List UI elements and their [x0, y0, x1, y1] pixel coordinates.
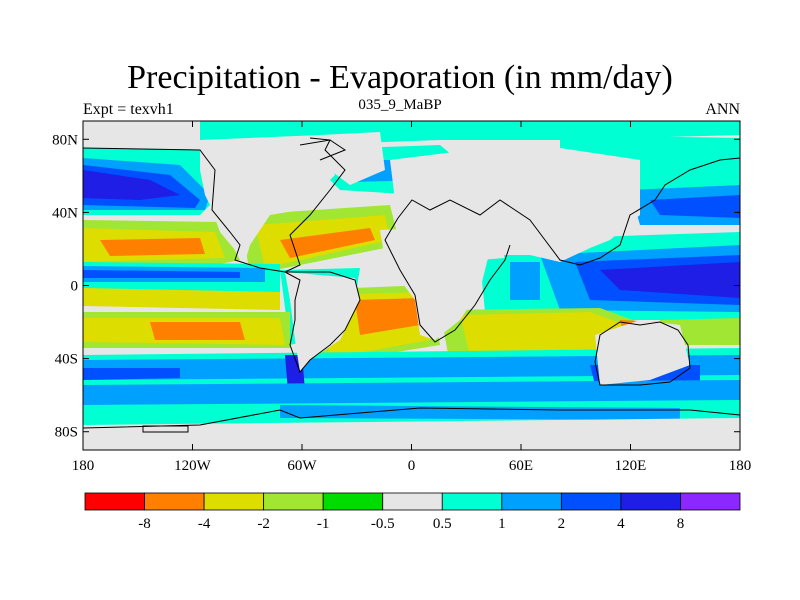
colorbar-label: -0.5 — [371, 516, 395, 532]
coast-antarctic-peninsula — [142, 425, 189, 433]
y-tick-label: 80N — [52, 132, 78, 148]
coast-greenland — [299, 139, 347, 161]
x-tick-label: 60W — [287, 458, 317, 474]
land-africa — [380, 225, 490, 340]
case-label: 035_9_MaBP — [358, 97, 442, 113]
colorbar-box — [382, 492, 443, 511]
season-label: ANN — [705, 101, 740, 118]
colorbar-label: -1 — [317, 516, 330, 532]
coastlines — [83, 137, 740, 433]
x-tick-label: 120E — [615, 458, 647, 474]
colorbar-label: 0.5 — [433, 516, 452, 532]
plot-title: Precipitation - Evaporation (in mm/day) — [127, 59, 673, 96]
coast-south-america — [284, 271, 361, 373]
y-tick-label: 40S — [55, 352, 78, 368]
colorbar-box — [501, 492, 562, 511]
field-nw-pacific-darkblue — [650, 195, 740, 218]
land-south-america — [285, 272, 360, 372]
land-eurasia — [390, 148, 640, 262]
colorbar-box — [263, 492, 324, 511]
colorbar-label: 2 — [558, 516, 566, 532]
colorbar-box — [322, 492, 384, 511]
coast-australia — [594, 321, 691, 386]
y-tick-label: 0 — [71, 279, 79, 295]
coast-africa — [384, 217, 511, 343]
land-greenland — [320, 132, 385, 185]
pme-field — [83, 121, 740, 450]
x-tick-label: 60E — [509, 458, 533, 474]
field-atl-orange — [280, 228, 375, 258]
field-antarctic-skyblue — [280, 405, 680, 420]
x-tick-label: 0 — [408, 458, 416, 474]
land-antarctica — [83, 418, 740, 450]
y-tick-label: 80S — [55, 425, 78, 441]
experiment-label: Expt = texvh1 — [83, 101, 174, 118]
x-tick-label: 180 — [72, 458, 95, 474]
colorbar-box — [84, 492, 145, 511]
x-tick-label: 180 — [729, 458, 752, 474]
field-eq-yellow — [83, 288, 280, 310]
colorbar-label: -8 — [138, 516, 151, 532]
colorbar-box — [144, 492, 205, 511]
field-north-pacific-darkblue — [83, 170, 180, 200]
x-tick-label: 120W — [174, 458, 212, 474]
land-north-america — [200, 135, 335, 262]
field-smid-blue — [83, 368, 180, 380]
field-smid-skyblue — [83, 355, 740, 380]
map-axes: 180 120W 60W 0 60E 120E 180 80N 40N 0 40S 80S — [52, 121, 751, 474]
colorbar-box — [441, 492, 503, 511]
land-australia — [595, 320, 690, 385]
colorbar-box — [560, 492, 622, 511]
colorbar-box — [680, 492, 741, 511]
field-indian-blue — [510, 262, 540, 300]
colorbar-label: 1 — [498, 516, 506, 532]
coast-antarctica — [83, 407, 740, 429]
field-sindian-yellow — [460, 312, 640, 355]
coast-eurasia-africa — [397, 157, 740, 266]
field-so-skyblue — [83, 380, 740, 408]
field-nsub-orange — [100, 238, 205, 256]
colorbar-box — [203, 492, 265, 511]
field-ssub-orange — [150, 322, 245, 340]
colorbar-label: -2 — [257, 516, 270, 532]
field-itcz-blue — [83, 270, 240, 278]
colorbar-label: 4 — [617, 516, 625, 532]
colorbar-label: -4 — [198, 516, 211, 532]
colorbar-box — [620, 492, 681, 511]
colorbar-label: 8 — [677, 516, 685, 532]
field-satl-orange — [355, 298, 420, 335]
field-wpac-darkblue — [600, 262, 740, 298]
colorbar: -8 -4 -2 -1 -0.5 0.5 1 2 4 8 — [84, 492, 741, 532]
y-tick-label: 40N — [52, 205, 78, 221]
